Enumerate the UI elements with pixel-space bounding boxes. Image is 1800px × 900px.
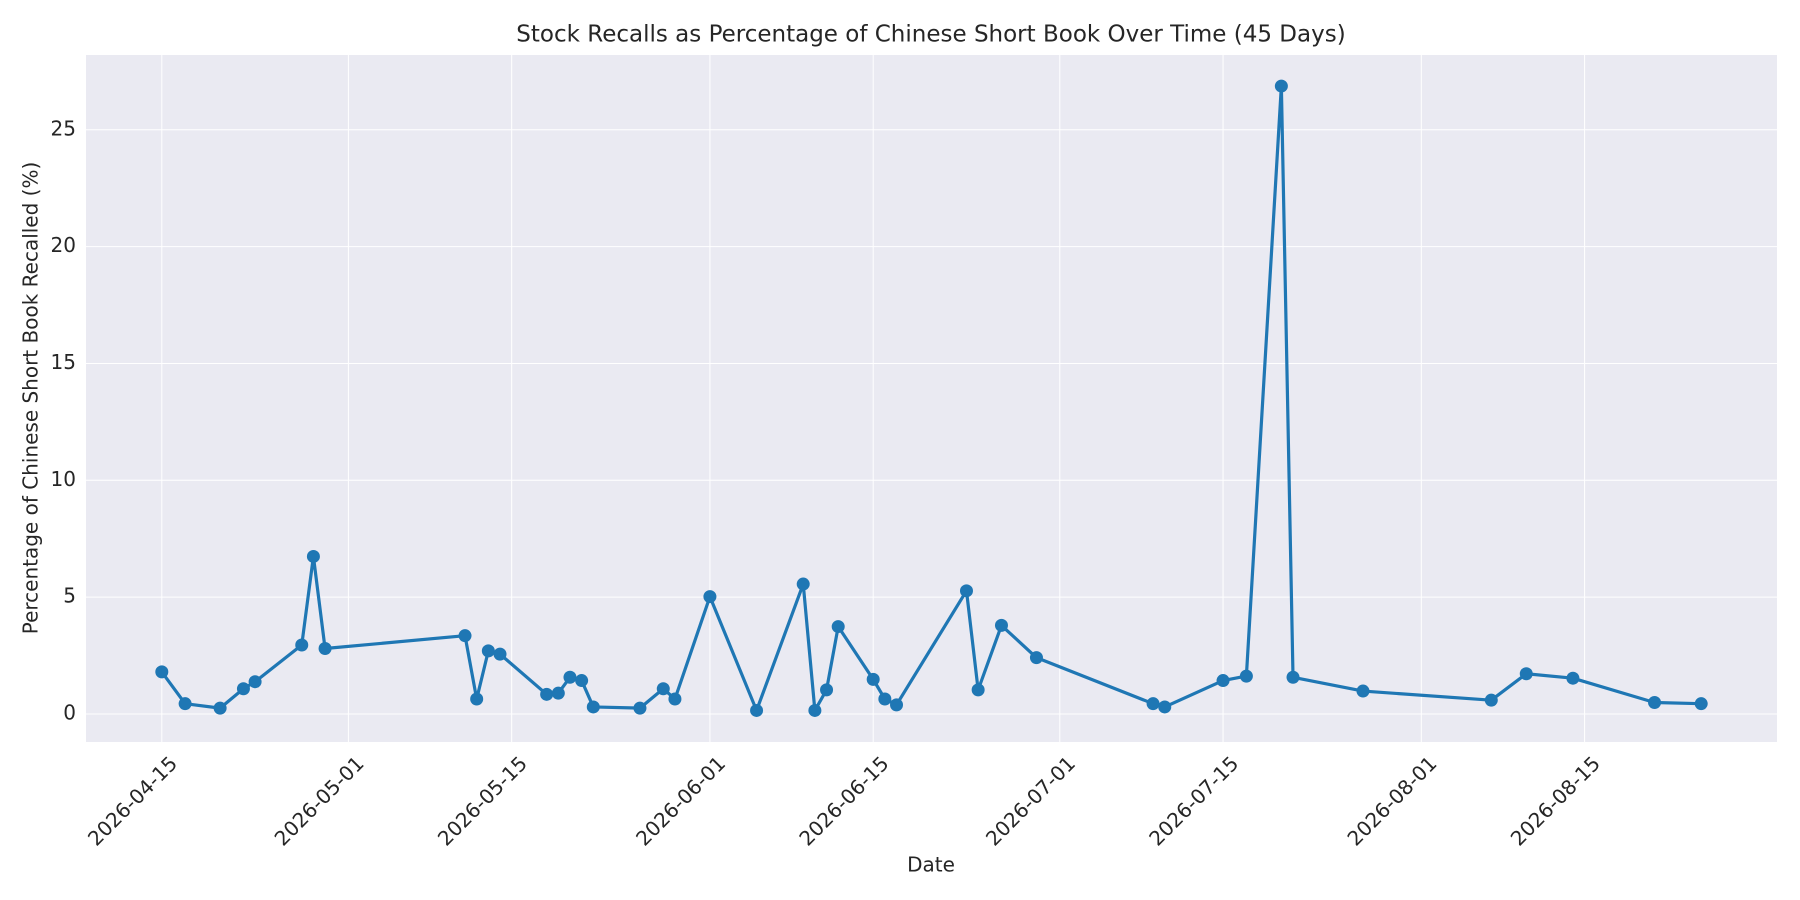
point <box>866 672 880 686</box>
x-tick-label: 2026-07-15 <box>1144 751 1243 850</box>
point <box>994 618 1008 632</box>
point <box>1356 684 1370 698</box>
x-tick-label: 2026-05-15 <box>433 751 532 850</box>
point <box>1146 697 1160 711</box>
point <box>1519 667 1533 681</box>
x-tick-label: 2026-08-15 <box>1506 751 1605 850</box>
point <box>178 697 192 711</box>
y-tick-label: 15 <box>51 350 76 374</box>
point <box>551 686 565 700</box>
point <box>481 644 495 658</box>
point <box>633 701 647 715</box>
y-tick-label: 0 <box>63 700 76 724</box>
point <box>540 687 554 701</box>
point <box>1274 79 1288 93</box>
point <box>155 665 169 679</box>
point <box>703 590 717 604</box>
point <box>668 692 682 706</box>
x-tick-label: 2026-08-01 <box>1342 751 1441 850</box>
point <box>1694 697 1708 711</box>
point <box>586 700 600 714</box>
y-tick-label: 20 <box>51 233 76 257</box>
point <box>796 577 810 591</box>
point <box>750 703 764 717</box>
point <box>1484 693 1498 707</box>
y-axis-label: Percentage of Chinese Short Book Recalle… <box>19 162 43 635</box>
x-tick-label: 2026-05-01 <box>270 751 369 850</box>
point <box>656 682 670 696</box>
y-tick-label: 10 <box>51 467 76 491</box>
point <box>458 629 472 643</box>
point <box>1216 674 1230 688</box>
x-axis-label: Date <box>907 853 955 877</box>
point <box>1239 669 1253 683</box>
point <box>248 675 262 689</box>
x-tick-label: 2026-06-15 <box>794 751 893 850</box>
point <box>318 642 332 656</box>
point <box>890 698 904 712</box>
point <box>831 620 845 634</box>
point <box>493 647 507 661</box>
point <box>213 701 227 715</box>
point <box>971 683 985 697</box>
x-tick-label: 2026-06-01 <box>631 751 730 850</box>
plot-area <box>86 55 1777 742</box>
point <box>295 638 309 652</box>
point <box>306 549 320 563</box>
point <box>575 674 589 688</box>
point <box>959 584 973 598</box>
point <box>878 692 892 706</box>
point <box>1029 651 1043 665</box>
point <box>1566 671 1580 685</box>
point <box>1286 670 1300 684</box>
point <box>820 683 834 697</box>
x-tick-label: 2026-04-15 <box>83 751 182 850</box>
point <box>470 692 484 706</box>
point <box>1158 700 1172 714</box>
chart-title: Stock Recalls as Percentage of Chinese S… <box>516 22 1345 48</box>
point <box>236 682 250 696</box>
y-tick-label: 25 <box>51 116 76 140</box>
y-tick-label: 5 <box>63 584 76 608</box>
point <box>563 670 577 684</box>
point <box>808 703 822 717</box>
x-tick-label: 2026-07-01 <box>981 751 1080 850</box>
point <box>1648 696 1662 710</box>
